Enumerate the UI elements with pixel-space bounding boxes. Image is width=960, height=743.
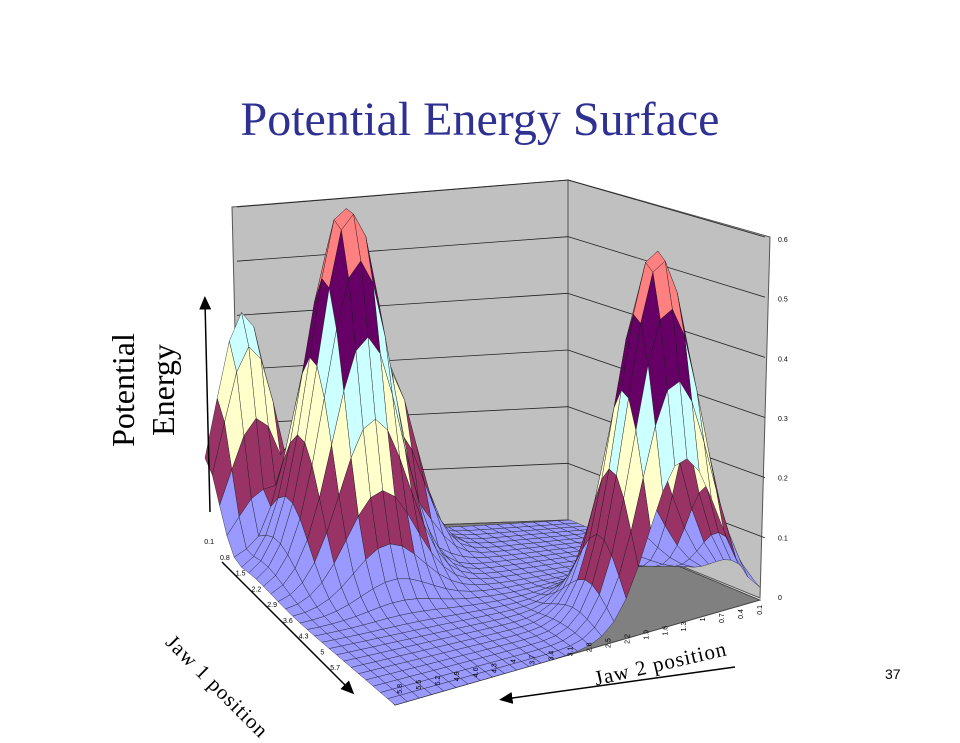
- jaw2-tick-label: 5.5: [416, 680, 423, 690]
- wall-gridline: [567, 179, 766, 238]
- surface-chart: 0 0.1 0.2 0.3 0.4 0.5 0.6 0.1 0.8 1.5 2.2 2.9 3.6 4.3…: [204, 179, 788, 706]
- jaw2-tick-label: 2.2: [624, 634, 631, 644]
- jaw2-tick-label: 1: [700, 617, 707, 621]
- jaw2-tick-label: 0.1: [757, 605, 764, 615]
- z-axis-label-line1: Potential: [105, 333, 141, 447]
- jaw2-tick-label: 5.2: [435, 676, 442, 686]
- page-number: 37: [885, 666, 901, 682]
- jaw2-tick-label: 0.7: [719, 613, 726, 623]
- jaw1-tick-label: 1.5: [236, 571, 246, 578]
- jaw1-tick-label: 2.2: [252, 586, 262, 593]
- jaw2-tick-label: 2.8: [586, 642, 593, 652]
- wall-gridline: [236, 179, 569, 208]
- jaw1-tick-label: 5.7: [330, 665, 340, 672]
- wall-gridline: [236, 236, 569, 262]
- jaw2-tick-label: 5.8: [397, 684, 404, 694]
- jaw2-tick-label: 1.3: [681, 622, 688, 632]
- surface-cell: [387, 695, 408, 706]
- z-axis-label-line2: Energy: [145, 344, 181, 436]
- wall-gridline: [236, 292, 569, 316]
- z-tick-label: 0.3: [778, 416, 788, 423]
- jaw2-tick-label: 3.4: [549, 651, 556, 661]
- z-tick-label: 0.1: [778, 535, 788, 542]
- z-tick-label: 0.2: [778, 476, 788, 483]
- jaw2-tick-label: 0.4: [738, 609, 745, 619]
- jaw2-tick-label: 4.3: [492, 663, 499, 673]
- z-axis-label: Potential Energy: [103, 305, 223, 475]
- z-tick-label: 0.6: [778, 237, 788, 244]
- z-tick-label: 0.4: [778, 356, 788, 363]
- jaw2-tick-label: 2.5: [605, 638, 612, 648]
- jaw2-tick-label: 1.9: [643, 630, 650, 640]
- jaw1-tick-label: 3.6: [283, 618, 293, 625]
- z-tick-label: 0.5: [778, 297, 788, 304]
- jaw1-tick-label: 0.1: [204, 539, 214, 546]
- jaw2-tick-label: 4: [511, 659, 518, 663]
- z-tick-label: 0: [778, 595, 782, 602]
- jaw2-tick-label: 4.6: [473, 667, 480, 677]
- surface-mesh: [204, 207, 761, 706]
- jaw1-tick-label: 5: [320, 649, 324, 656]
- jaw1-tick-label: 2.9: [267, 602, 277, 609]
- jaw2-tick-label: 1.6: [662, 626, 669, 636]
- wall-gridline: [236, 349, 569, 370]
- jaw2-tick-label: 3.1: [568, 646, 575, 656]
- jaw2-tick-label: 4.9: [454, 671, 461, 681]
- jaw1-tick-label: 0.8: [220, 555, 230, 562]
- jaw2-tick-label: 3.7: [530, 655, 537, 665]
- jaw1-tick-label: 4.3: [299, 634, 309, 641]
- slide-title: Potential Energy Surface: [240, 93, 720, 146]
